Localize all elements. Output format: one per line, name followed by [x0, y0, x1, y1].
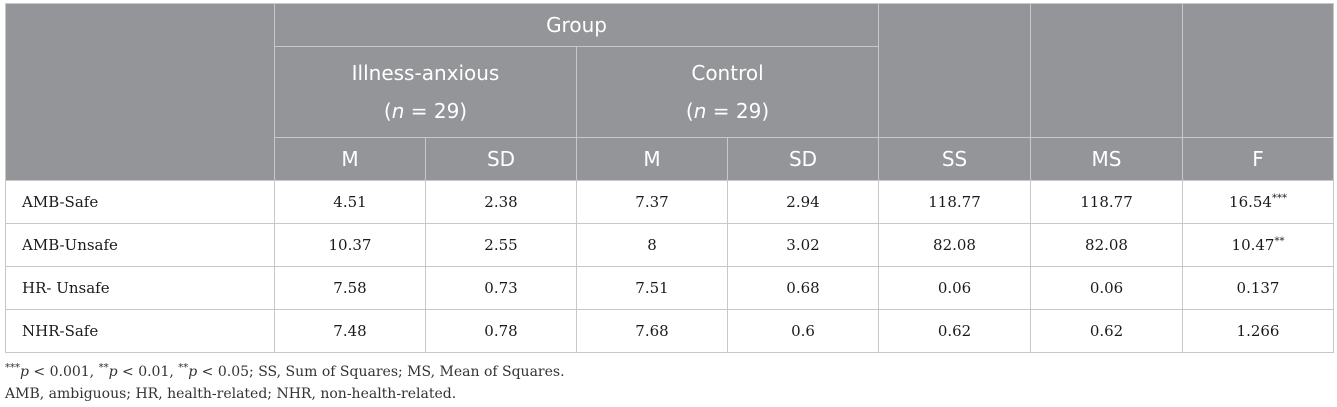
cell-ms: 0.62 — [1030, 309, 1184, 353]
col-header-ss: SS — [878, 137, 1032, 181]
cell-sd-control: 2.94 — [726, 180, 880, 224]
results-table: Group Illness-anxious (n = 29) Control (… — [5, 3, 1335, 353]
col-header-sd-illness: SD — [425, 137, 577, 181]
cell-sd-illness: 2.38 — [425, 180, 577, 224]
row-label: AMB-Safe — [5, 180, 275, 224]
col-header-m-illness: M — [274, 137, 426, 181]
row-label: NHR-Safe — [5, 309, 275, 353]
cell-m-control: 7.37 — [576, 180, 728, 224]
illness-anxious-label: Illness-anxious — [351, 61, 500, 85]
significance-marker: *** — [1271, 193, 1287, 204]
header-control: Control (n = 29) — [575, 46, 880, 138]
cell-ms: 118.77 — [1030, 180, 1184, 224]
cell-sd-illness: 2.55 — [425, 223, 577, 267]
cell-sd-illness: 0.73 — [425, 266, 577, 310]
row-label: HR- Unsafe — [5, 266, 275, 310]
cell-m-control: 7.51 — [576, 266, 728, 310]
header-illness-anxious: Illness-anxious (n = 29) — [274, 46, 577, 138]
row-label: AMB-Unsafe — [5, 223, 275, 267]
cell-sd-control: 0.6 — [726, 309, 880, 353]
cell-f: 1.266 — [1182, 309, 1335, 353]
table-row: AMB-Unsafe 10.37 2.55 8 3.02 82.08 82.08… — [5, 223, 1335, 267]
cell-sd-control: 3.02 — [726, 223, 880, 267]
footnote-abbreviations: AMB, ambiguous; HR, health-related; NHR,… — [5, 386, 457, 402]
cell-f: 0.137 — [1182, 266, 1335, 310]
cell-ms: 0.06 — [1030, 266, 1184, 310]
footnote-significance: ***p < 0.001, **p < 0.01, **p < 0.05; SS… — [5, 362, 565, 380]
header-ss-spacer — [878, 3, 1032, 138]
cell-m-control: 8 — [576, 223, 728, 267]
table-header: Group Illness-anxious (n = 29) Control (… — [5, 3, 1335, 181]
header-ms-spacer — [1030, 3, 1184, 138]
header-corner-cell — [5, 3, 275, 181]
cell-ss: 0.06 — [878, 266, 1032, 310]
col-header-m-control: M — [576, 137, 728, 181]
table-row: HR- Unsafe 7.58 0.73 7.51 0.68 0.06 0.06… — [5, 266, 1335, 310]
header-f-spacer — [1182, 3, 1335, 138]
cell-m-illness: 10.37 — [274, 223, 426, 267]
cell-m-illness: 4.51 — [274, 180, 426, 224]
header-group: Group — [273, 3, 880, 47]
significance-marker: ** — [1274, 236, 1285, 247]
cell-m-illness: 7.58 — [274, 266, 426, 310]
cell-ss: 82.08 — [878, 223, 1032, 267]
table-container: Group Illness-anxious (n = 29) Control (… — [5, 3, 1335, 405]
illness-anxious-n: (n = 29) — [383, 99, 468, 123]
table-row: AMB-Safe 4.51 2.38 7.37 2.94 118.77 118.… — [5, 180, 1335, 224]
cell-f: 10.47** — [1182, 223, 1335, 267]
cell-f: 16.54*** — [1182, 180, 1335, 224]
table-row: NHR-Safe 7.48 0.78 7.68 0.6 0.62 0.62 1.… — [5, 309, 1335, 353]
cell-ss: 118.77 — [878, 180, 1032, 224]
control-label: Control — [691, 61, 764, 85]
cell-m-control: 7.68 — [576, 309, 728, 353]
cell-sd-control: 0.68 — [726, 266, 880, 310]
cell-ss: 0.62 — [878, 309, 1032, 353]
cell-sd-illness: 0.78 — [425, 309, 577, 353]
col-header-ms: MS — [1030, 137, 1184, 181]
table-footnotes: ***p < 0.001, **p < 0.01, **p < 0.05; SS… — [5, 361, 1333, 405]
cell-m-illness: 7.48 — [274, 309, 426, 353]
cell-ms: 82.08 — [1030, 223, 1184, 267]
col-header-sd-control: SD — [726, 137, 880, 181]
control-n: (n = 29) — [685, 99, 770, 123]
table-body: AMB-Safe 4.51 2.38 7.37 2.94 118.77 118.… — [5, 180, 1335, 353]
col-header-f: F — [1182, 137, 1335, 181]
